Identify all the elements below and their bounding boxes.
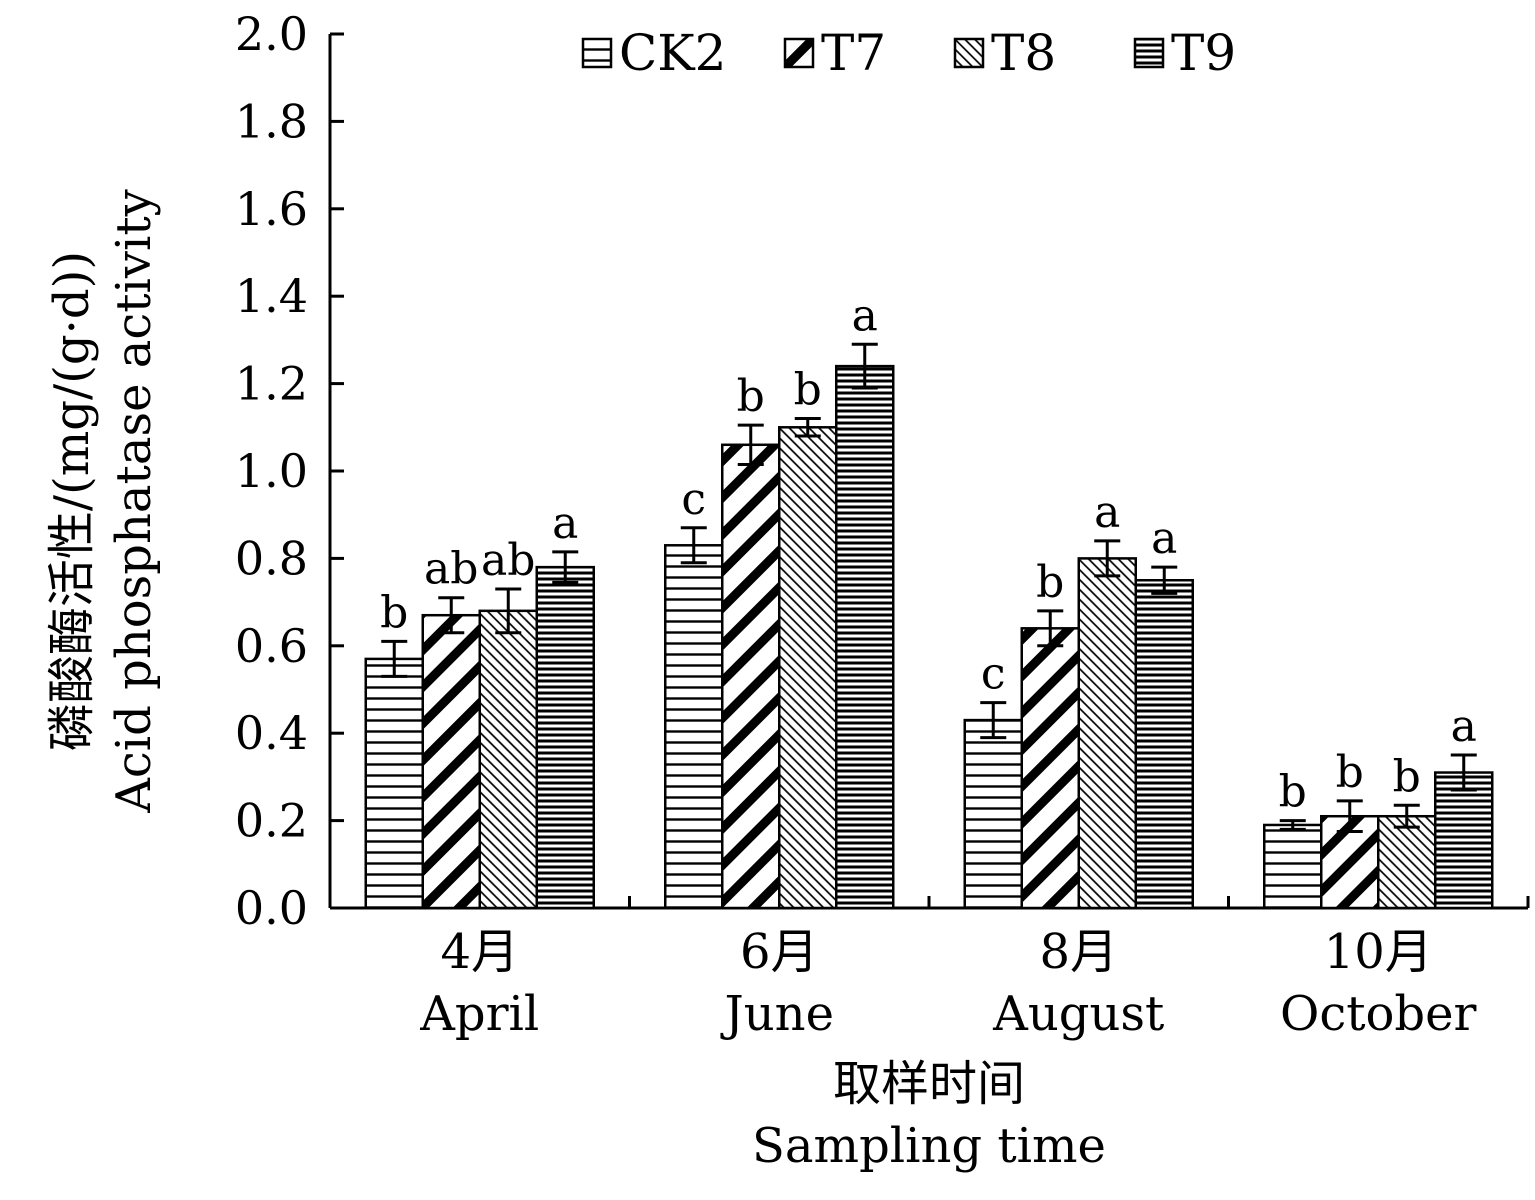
x-axis-title: 取样时间 <box>833 1056 1025 1112</box>
x-axis-title: Sampling time <box>752 1118 1106 1174</box>
bar-t7-0 <box>421 613 481 910</box>
significance-letter: b <box>1279 767 1307 818</box>
x-category-label: 8月 <box>1039 924 1118 980</box>
x-category-label: October <box>1280 986 1477 1042</box>
significance-letter: a <box>1451 701 1477 752</box>
y-tick-label: 0.0 <box>235 881 308 935</box>
y-tick-label: 1.4 <box>235 269 308 323</box>
bar-ck2-1 <box>664 544 724 910</box>
bar-t8-2 <box>1077 557 1137 910</box>
bar-ck2-2 <box>963 718 1023 910</box>
y-axis-title: 磷酸酶活性/(mg/(g·d)) <box>44 251 100 751</box>
significance-letter: a <box>1151 513 1177 564</box>
legend-swatch <box>783 37 815 69</box>
legend-label: T8 <box>991 24 1056 82</box>
bar-t9-0 <box>535 565 595 910</box>
significance-letter: ab <box>424 544 478 595</box>
bar-ck2-3 <box>1263 823 1323 910</box>
significance-letter: ab <box>481 535 535 586</box>
x-category-label: June <box>720 986 834 1042</box>
bar-t8-3 <box>1377 814 1437 910</box>
significance-letter: b <box>380 587 408 638</box>
bar-t7-2 <box>1020 627 1080 910</box>
legend-swatch <box>953 37 985 69</box>
y-tick-label: 1.0 <box>235 444 308 498</box>
y-tick-label: 1.8 <box>235 94 308 148</box>
bar-t9-1 <box>835 364 895 910</box>
y-tick-label: 2.0 <box>235 7 308 61</box>
significance-letter: a <box>1094 487 1120 538</box>
x-category-label: 10月 <box>1324 924 1433 980</box>
x-category-label: 4月 <box>440 924 519 980</box>
x-category-label: August <box>992 986 1164 1042</box>
bar-t8-1 <box>778 426 838 910</box>
significance-letter: b <box>794 365 822 416</box>
legend-swatch <box>581 37 613 69</box>
legend: CK2 T7 T8 T9 <box>581 24 1236 82</box>
axes: 0.0 0.2 0.4 0.6 0.8 1.0 1.2 1.4 1.6 1.8 2.0 <box>235 7 1530 935</box>
significance-letter: b <box>1336 747 1364 798</box>
bars <box>364 342 1494 910</box>
legend-label: T7 <box>821 24 886 82</box>
y-tick-label: 0.8 <box>235 531 308 585</box>
legend-label: CK2 <box>619 24 726 82</box>
significance-letter: b <box>1036 557 1064 608</box>
labels: 4月April6月June8月August10月Octoberbccbabbbb… <box>44 189 1477 1174</box>
significance-letter: b <box>737 371 765 422</box>
x-category-label: April <box>419 986 539 1042</box>
bar-t9-3 <box>1434 771 1494 910</box>
significance-letter: c <box>681 474 706 525</box>
significance-letter: c <box>981 649 1006 700</box>
significance-letter: a <box>852 290 878 341</box>
legend-label: T9 <box>1171 24 1236 82</box>
y-axis-title: Acid phosphatase activity <box>106 189 162 814</box>
y-tick-label: 1.2 <box>235 357 308 411</box>
y-tick-label: 0.6 <box>235 619 308 673</box>
y-tick-label: 1.6 <box>235 182 308 236</box>
bar-ck2-0 <box>364 657 424 910</box>
bar-t8-0 <box>478 609 538 910</box>
significance-letter: a <box>552 498 578 549</box>
y-tick-label: 0.4 <box>235 706 308 760</box>
legend-swatch <box>1133 37 1165 69</box>
significance-letter: b <box>1393 751 1421 802</box>
bar-t7-1 <box>721 443 781 910</box>
bar-t9-2 <box>1134 579 1194 910</box>
y-tick-label: 0.2 <box>235 794 308 848</box>
x-category-label: 6月 <box>740 924 819 980</box>
